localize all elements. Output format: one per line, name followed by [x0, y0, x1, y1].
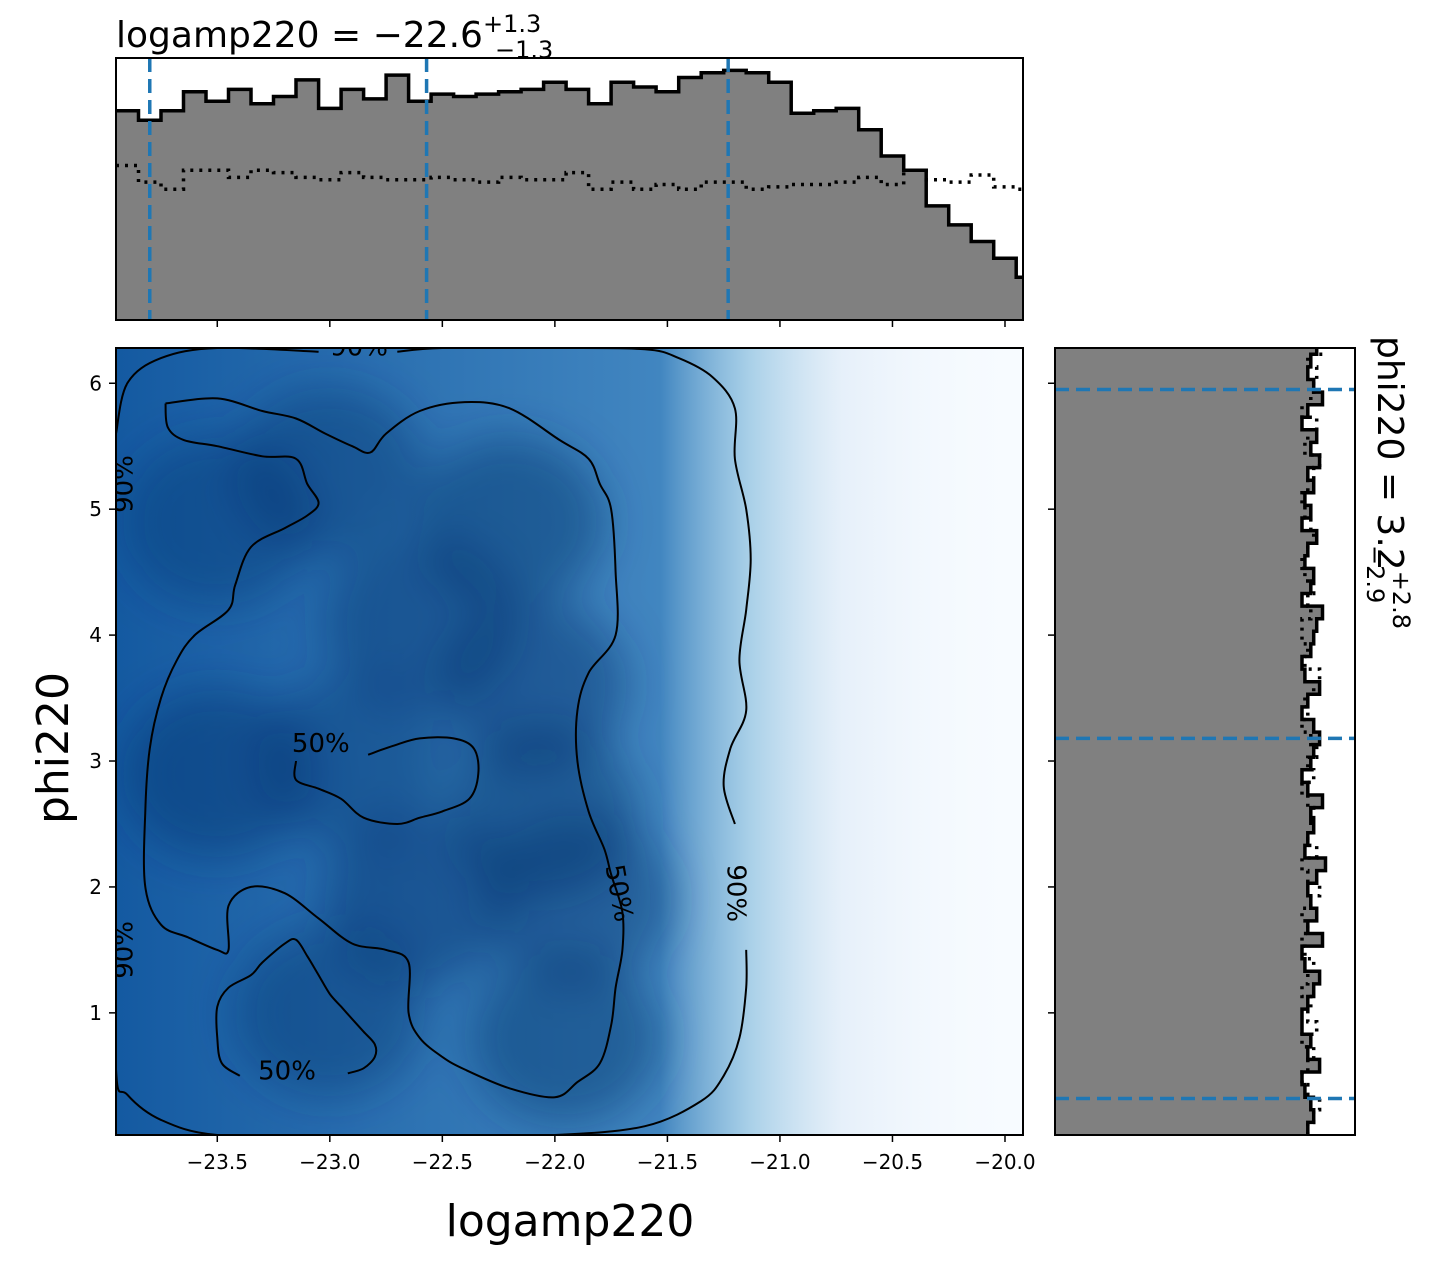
x-tick-label: −22.0: [524, 1150, 585, 1174]
posterior-histogram-outline: [116, 68, 1023, 279]
quantile-lines: [148, 58, 730, 320]
marginal-y-title-main: phi220 = 3.2: [1369, 336, 1410, 571]
contour-label-0: 50%: [292, 729, 350, 759]
density-blob-3: [234, 386, 425, 557]
density-blob-9: [471, 953, 662, 1124]
y-tick-label: 5: [89, 497, 102, 521]
marginal-x-title-sup: +1.3: [483, 10, 541, 38]
x-axis-ticks: −23.5 −23.0 −22.5 −22.0 −21.5 −21.0 −20.5 −20.0: [187, 1135, 1036, 1174]
contour-50pct-2: [215, 937, 378, 1077]
marginal-y-panel: phi220 = 3.2+2.8 −2.9: [1048, 336, 1415, 1136]
marginal-y-title-sub: −2.9: [1361, 545, 1389, 603]
contour-label-5: 90%: [110, 455, 140, 513]
x-tick-label: −20.5: [862, 1150, 923, 1174]
marginal-y-frame: [1054, 347, 1356, 1136]
x-tick-label: −23.0: [299, 1150, 360, 1174]
joint-frame: [115, 347, 1024, 1136]
density-blob-10: [482, 814, 673, 985]
x-tick-label: −21.5: [637, 1150, 698, 1174]
y-axis-ticks: 1 2 3 4 5 6: [89, 371, 116, 1025]
density-blob-6: [414, 436, 605, 607]
contour-50pct-0: [142, 397, 625, 1099]
posterior-histogram-outline-y: [1300, 348, 1328, 1135]
joint-panel: 50%50%50% 90%90%90%90% −23.5 −23.0 −22.5 −22…: [28, 333, 1036, 1247]
quantile-lines-y: [1055, 387, 1355, 1101]
y-tick-label: 1: [89, 1001, 102, 1025]
y-tick-label: 2: [89, 875, 102, 899]
x-axis-label: logamp220: [446, 1196, 695, 1247]
contour-90pct-0: [116, 893, 748, 1135]
prior-histogram-outline-y: [1300, 348, 1325, 1135]
marginal-x-title-sub: −1.3: [495, 36, 553, 64]
x-tick-label: −22.5: [412, 1150, 473, 1174]
marginal-x-panel: logamp220 = −22.6+1.3 −1.3: [115, 10, 1024, 327]
marginal-y-title: phi220 = 3.2+2.8 −2.9: [1361, 336, 1415, 629]
density-blob-11: [257, 676, 448, 847]
posterior-histogram-fill: [116, 70, 1023, 320]
marginal-y-ticks: [1048, 382, 1055, 1014]
y-tick-label: 6: [89, 371, 102, 395]
marginal-x-ticks: [216, 320, 1006, 327]
x-tick-label: −23.5: [187, 1150, 248, 1174]
y-tick-label: 3: [89, 749, 102, 773]
svg-text:phi220 = 3.2+2.8: phi220 = 3.2+2.8: [1369, 336, 1415, 629]
contour-50pct-1: [293, 736, 480, 826]
marginal-x-frame: [115, 57, 1024, 321]
contour-label-6: 90%: [110, 921, 140, 979]
contour-label-1: 50%: [258, 1057, 316, 1087]
posterior-histogram-fill-y: [1055, 348, 1326, 1135]
contour-labels: 50%50%50% 90%90%90%90%: [110, 333, 750, 1087]
contour-label-4: 90%: [330, 333, 388, 363]
contour-label-3: 90%: [720, 864, 750, 922]
marginal-x-title-main: logamp220 = −22.6: [116, 15, 483, 56]
density-blob-7: [437, 600, 628, 771]
marginal-x-title: logamp220 = −22.6+1.3: [116, 10, 541, 56]
x-tick-label: −20.0: [974, 1150, 1035, 1174]
heatmap-density: [122, 386, 673, 1124]
y-tick-label: 4: [89, 623, 102, 647]
x-tick-label: −21.0: [749, 1150, 810, 1174]
marginal-y-title-sup: +2.8: [1387, 571, 1415, 629]
y-axis-label: phi220: [28, 672, 79, 824]
